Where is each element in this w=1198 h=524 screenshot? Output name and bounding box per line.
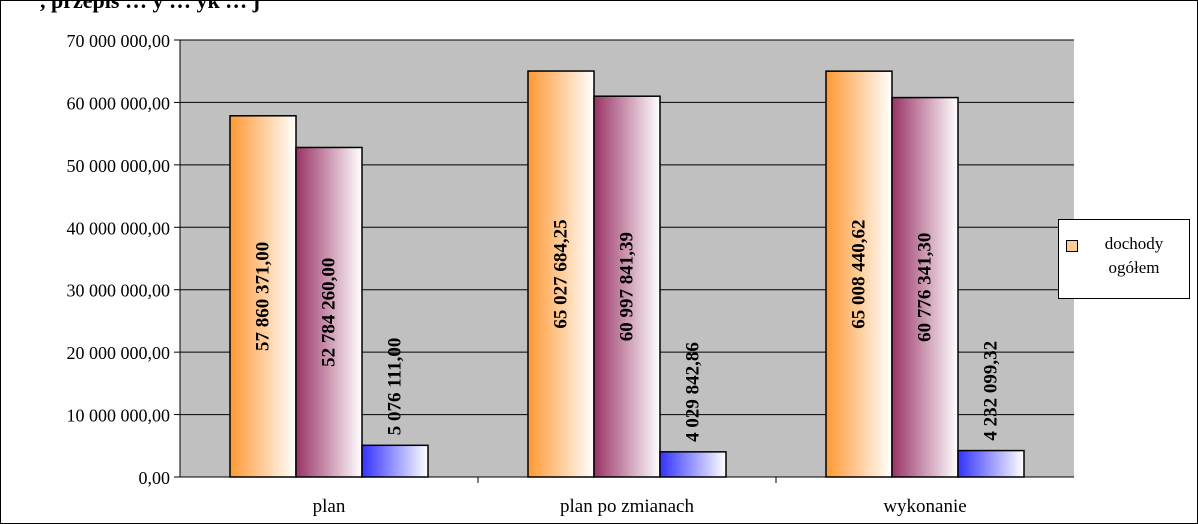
data-label: 65 008 440,62 <box>849 219 870 328</box>
y-tick-label: 50 000 000,00 <box>67 156 171 176</box>
bar-series-2 <box>295 146 363 478</box>
chart-title: , przepis … y … yk … j <box>40 0 260 13</box>
bar-series-1 <box>229 115 297 478</box>
legend-swatch-dochody <box>1066 240 1078 252</box>
y-tick-label: 0,00 <box>139 468 171 488</box>
bar-series-1 <box>825 70 893 478</box>
x-category-label: plan <box>313 496 346 517</box>
bar-series-1 <box>527 70 595 478</box>
data-label: 4 029 842,86 <box>683 342 704 442</box>
data-label: 60 776 341,30 <box>915 233 936 342</box>
x-category-label: plan po zmianach <box>560 496 695 517</box>
data-label: 60 997 841,39 <box>617 232 638 341</box>
data-label: 65 027 684,25 <box>551 219 572 328</box>
bar-series-3 <box>659 451 727 478</box>
data-label: 4 232 099,32 <box>981 341 1002 441</box>
y-tick-label: 60 000 000,00 <box>67 93 171 113</box>
x-category-label: wykonanie <box>883 496 966 517</box>
legend: dochody ogółem <box>1058 219 1190 299</box>
data-label: 5 076 111,00 <box>385 338 406 436</box>
y-tick-label: 10 000 000,00 <box>67 406 171 426</box>
y-tick-label: 20 000 000,00 <box>67 343 171 363</box>
legend-label-dochody: dochody ogółem <box>1104 234 1164 277</box>
data-label: 52 784 260,00 <box>319 258 340 367</box>
y-tick-label: 40 000 000,00 <box>67 218 171 238</box>
bar-series-3 <box>361 444 429 478</box>
data-label: 57 860 371,00 <box>253 242 274 351</box>
y-tick-label: 70 000 000,00 <box>67 31 171 51</box>
bar-series-3 <box>957 449 1025 478</box>
y-tick-label: 30 000 000,00 <box>67 281 171 301</box>
